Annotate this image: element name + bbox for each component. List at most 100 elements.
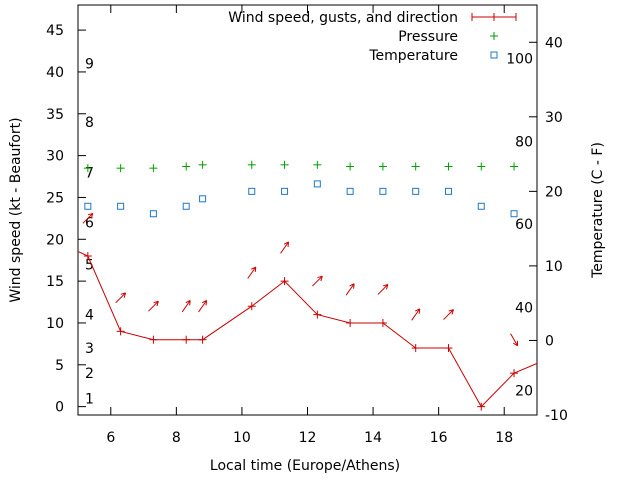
- wind-speed-point: [444, 344, 453, 353]
- temperature-point: [248, 187, 256, 195]
- wind-speed-point: [149, 335, 158, 344]
- beaufort-label: 8: [85, 115, 94, 131]
- gust-arrow: [280, 241, 290, 254]
- temperature-point: [149, 210, 157, 218]
- fahrenheit-label: 100: [506, 52, 533, 68]
- gust-arrow: [115, 292, 127, 304]
- tick-labels: 6 8 10 12 14 16 18051015202530354045-100102030…: [46, 23, 568, 446]
- beaufort-label: 9: [85, 57, 94, 73]
- wind-speed-point: [198, 335, 207, 344]
- temperature-point: [379, 187, 387, 195]
- fahrenheit-label: 80: [515, 134, 533, 150]
- pressure-point: [510, 162, 519, 171]
- x-tick-label: 18: [495, 430, 513, 446]
- gust-arrow: [247, 266, 257, 279]
- plot-frame: [77, 4, 538, 416]
- wind-speed-point: [411, 344, 420, 353]
- wind-speed-point: [280, 277, 289, 286]
- wind-speed-point: [182, 335, 191, 344]
- beaufort-label: 5: [85, 257, 94, 273]
- fahrenheit-label: 40: [515, 301, 533, 317]
- legend-swatch-marker: [490, 13, 498, 21]
- legend-label: Wind speed, gusts, and direction: [228, 10, 458, 26]
- y2-tick-label: 30: [545, 110, 563, 126]
- beaufort-label: 1: [85, 391, 94, 407]
- fahrenheit-label: 20: [515, 383, 533, 399]
- pressure-point: [280, 160, 289, 169]
- wind-speed-point: [116, 327, 125, 336]
- beaufort-label: 4: [85, 308, 94, 324]
- y2-tick-label: 20: [545, 184, 563, 200]
- temperature-point: [510, 210, 518, 218]
- temperature-point: [477, 202, 485, 210]
- temperature-point: [412, 187, 420, 195]
- legend-label: Pressure: [398, 29, 458, 45]
- y-tick-label: 35: [46, 107, 64, 123]
- y-tick-label: 20: [46, 232, 64, 248]
- legend-swatch-marker: [490, 32, 498, 40]
- legend-swatch-marker: [490, 51, 498, 59]
- pressure-point: [411, 162, 420, 171]
- x-axis-label: Local time (Europe/Athens): [210, 458, 400, 474]
- y2-tick-label: 0: [545, 333, 554, 349]
- temperature-point: [313, 180, 321, 188]
- beaufort-label: 7: [85, 165, 94, 181]
- legend: Wind speed, gusts, and direction Pressure…: [228, 10, 517, 64]
- temperature-point: [444, 187, 452, 195]
- y-tick-label: 25: [46, 190, 64, 206]
- x-tick-label: 8: [172, 430, 181, 446]
- wind-speed-point: [510, 369, 519, 378]
- gust-arrow: [82, 212, 94, 224]
- wind-speed-point: [378, 318, 387, 327]
- pressure-point: [313, 160, 322, 169]
- wind-speed-point: [346, 318, 355, 327]
- fahrenheit-label: 60: [515, 217, 533, 233]
- axis-ticks: [78, 5, 537, 416]
- series-layer: [78, 160, 537, 411]
- x-tick-label: 6: [106, 430, 115, 446]
- x-tick-label: 10: [233, 430, 251, 446]
- wind-speed-point: [313, 310, 322, 319]
- beaufort-label: 2: [85, 366, 94, 382]
- y2-tick-label: -10: [545, 408, 568, 424]
- y-tick-label: 40: [46, 65, 64, 81]
- gust-arrow: [377, 284, 389, 295]
- pressure-point: [198, 160, 207, 169]
- temperature-point: [199, 195, 207, 203]
- legend-label: Temperature: [368, 48, 458, 64]
- y-tick-label: 0: [55, 400, 64, 416]
- pressure-point: [149, 164, 158, 173]
- temperature-point: [281, 187, 289, 195]
- y2-axis-label: Temperature (C - F): [590, 142, 606, 279]
- x-tick-label: 14: [364, 430, 382, 446]
- gust-arrow: [181, 300, 191, 313]
- temperature-point: [346, 187, 354, 195]
- y-tick-label: 45: [46, 23, 64, 39]
- gust-arrow: [345, 283, 355, 296]
- x-tick-label: 12: [299, 430, 317, 446]
- y-tick-label: 5: [55, 358, 64, 374]
- gust-arrow: [198, 300, 208, 313]
- y2-tick-label: 10: [545, 259, 563, 275]
- wind-speed-line: [78, 250, 537, 408]
- beaufort-label: 3: [85, 341, 94, 357]
- gust-arrow: [411, 308, 421, 321]
- pressure-point: [346, 162, 355, 171]
- temperature-point: [84, 202, 92, 210]
- beaufort-label: 6: [85, 216, 94, 232]
- pressure-point: [247, 160, 256, 169]
- temperature-point: [117, 202, 125, 210]
- temperature-point: [182, 202, 190, 210]
- pressure-point: [477, 162, 486, 171]
- gust-arrow: [312, 275, 323, 287]
- y2-tick-label: 40: [545, 35, 563, 51]
- wind-speed-point: [477, 402, 486, 411]
- y-axis-label: Wind speed (kt - Beaufort): [8, 117, 24, 302]
- wind-speed-point: [247, 302, 256, 311]
- y-tick-label: 15: [46, 274, 64, 290]
- pressure-point: [116, 164, 125, 173]
- gust-arrow: [148, 300, 159, 312]
- pressure-point: [83, 164, 92, 173]
- pressure-point: [182, 162, 191, 171]
